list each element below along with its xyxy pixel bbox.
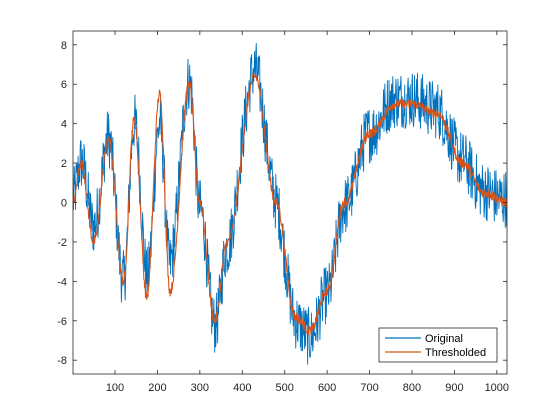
y-tick-label: -4: [57, 276, 67, 288]
legend-label-original: Original: [425, 333, 463, 345]
x-tick-label: 600: [318, 382, 336, 394]
series-line-thresholded: [73, 73, 507, 336]
legend-box: [378, 327, 498, 363]
ticks-layer: 100 200 300 400 500 600 700 800 900 1000 -8 -6 -4 -2 0…: [57, 31, 509, 394]
x-tick-label: 500: [276, 382, 294, 394]
x-tick-label: 300: [191, 382, 209, 394]
y-tick-label: 6: [61, 79, 67, 91]
y-tick-label: -8: [57, 355, 67, 367]
x-tick-label: 1000: [485, 382, 509, 394]
y-tick-label: 4: [61, 119, 67, 131]
x-tick-label: 400: [233, 382, 251, 394]
y-tick-label: 8: [61, 40, 67, 52]
x-tick-label: 800: [403, 382, 421, 394]
legend-label-thresholded: Thresholded: [425, 347, 486, 359]
legend: Original Thresholded: [378, 327, 498, 363]
x-tick-label: 100: [106, 382, 124, 394]
y-tick-label: -2: [57, 237, 67, 249]
y-tick-label: 2: [61, 158, 67, 170]
x-tick-label: 700: [360, 382, 378, 394]
y-tick-label: -6: [57, 316, 67, 328]
x-tick-label: 200: [148, 382, 166, 394]
x-tick-label: 900: [445, 382, 463, 394]
y-tick-label: 0: [61, 198, 67, 210]
series-layer: [73, 43, 507, 365]
